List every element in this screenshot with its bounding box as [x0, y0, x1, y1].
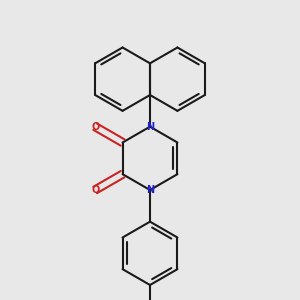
Text: N: N	[146, 122, 154, 132]
Text: N: N	[146, 185, 154, 195]
Text: O: O	[91, 122, 99, 132]
Text: O: O	[91, 185, 99, 195]
